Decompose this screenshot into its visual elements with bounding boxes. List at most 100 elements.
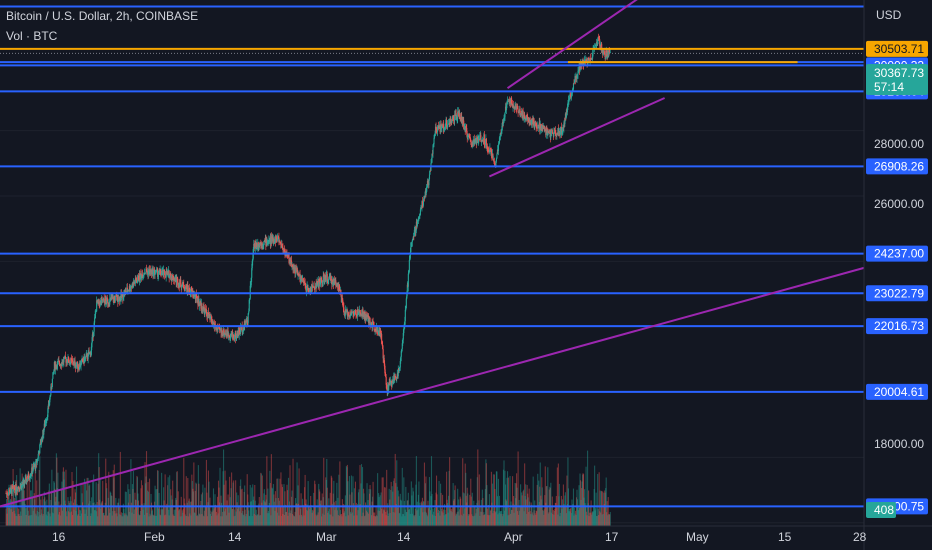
- candle-body: [9, 492, 11, 494]
- volume-bar: [186, 502, 188, 526]
- volume-bar: [603, 492, 605, 526]
- candle-body: [56, 362, 58, 369]
- volume-bar: [169, 475, 171, 526]
- volume-bar: [593, 506, 595, 526]
- volume-bar: [491, 502, 493, 526]
- volume-bar: [94, 510, 96, 526]
- candle-body: [362, 309, 364, 317]
- volume-bar: [450, 510, 452, 526]
- volume-bar: [36, 510, 38, 526]
- candle-body: [277, 236, 279, 238]
- volume-bar: [281, 484, 283, 526]
- horizontal-levels[interactable]: [0, 5, 864, 508]
- candle-body: [221, 329, 223, 336]
- volume-bar: [69, 496, 72, 526]
- volume-bar: [516, 473, 518, 526]
- candle-body: [76, 361, 79, 369]
- candle-body: [212, 320, 214, 325]
- volume-bar: [84, 513, 86, 526]
- volume-bar: [202, 484, 204, 526]
- volume-bar: [246, 474, 248, 526]
- candle-body: [499, 136, 501, 138]
- volume-bar: [166, 507, 168, 526]
- candle-body: [172, 275, 174, 280]
- volume-bar: [125, 513, 127, 526]
- volume-bar: [454, 490, 456, 526]
- candle-body: [283, 249, 286, 252]
- volume-bar: [478, 500, 480, 526]
- volume-bar: [472, 515, 474, 526]
- volume-bar: [414, 508, 416, 526]
- candle-body: [122, 297, 124, 300]
- candle-body: [29, 476, 31, 478]
- candle-body: [498, 137, 501, 144]
- volume-bar: [351, 492, 353, 526]
- volume-bar: [198, 483, 200, 526]
- volume-bar: [184, 514, 186, 526]
- volume-bar: [39, 456, 41, 526]
- volume-bar: [297, 504, 299, 526]
- candle-body: [141, 274, 144, 278]
- volume-bar: [608, 514, 610, 526]
- candle-body: [312, 286, 314, 288]
- volume-bar: [66, 516, 68, 526]
- candle-body: [608, 49, 610, 57]
- volume-bar: [404, 516, 406, 526]
- volume-bar: [432, 508, 434, 526]
- volume-bar: [310, 495, 312, 526]
- volume-bar: [232, 482, 234, 526]
- candle-body: [341, 297, 343, 301]
- candle-body: [606, 50, 608, 53]
- volume-bar: [40, 499, 42, 526]
- level-price-label: 26908.26: [874, 159, 924, 173]
- volume-bar: [309, 509, 311, 526]
- candle-body: [496, 149, 499, 155]
- volume-bar: [567, 457, 569, 526]
- volume-bar: [207, 502, 209, 526]
- volume-bar: [348, 476, 350, 526]
- volume-bar: [211, 507, 214, 526]
- volume-bar: [329, 514, 331, 526]
- current-price-tag[interactable]: 30367.73 57:14: [866, 64, 928, 95]
- volume-bar: [554, 502, 556, 526]
- volume-bar: [72, 481, 74, 526]
- candle-body: [408, 271, 410, 274]
- candle-body: [103, 299, 105, 302]
- volume-bar: [439, 510, 441, 526]
- volume-bar: [11, 500, 13, 526]
- trend-lines[interactable]: [0, 0, 865, 508]
- candle-body: [154, 269, 156, 275]
- volume-bar: [92, 480, 94, 526]
- volume-bar: [449, 457, 451, 526]
- volume-bar: [290, 496, 293, 526]
- volume-bar: [575, 515, 577, 526]
- volume-bar: [552, 510, 554, 526]
- candle-body: [404, 321, 406, 325]
- volume-bar: [198, 513, 200, 526]
- volume-bar: [469, 494, 471, 526]
- volume-bar: [128, 511, 130, 526]
- volume-bar: [325, 477, 327, 526]
- volume-bar: [287, 477, 290, 526]
- volume-bar: [570, 507, 572, 526]
- candle-body: [171, 275, 173, 281]
- volume-bar: [583, 474, 585, 526]
- volume-bar: [196, 514, 198, 526]
- volume-bar: [104, 502, 106, 526]
- candle-body: [304, 281, 306, 284]
- candle-body: [98, 299, 100, 304]
- volume-bar: [248, 510, 250, 526]
- volume-bar: [538, 501, 540, 526]
- volume-bar: [51, 469, 53, 526]
- x-tick-label: 14: [228, 530, 242, 544]
- volume-bar: [118, 505, 120, 526]
- volume-bar: [587, 503, 589, 526]
- volume-bar: [525, 484, 527, 526]
- volume-bar: [586, 515, 588, 526]
- candle-body: [365, 314, 367, 320]
- volume-bar: [216, 515, 218, 526]
- volume-bar: [427, 500, 429, 526]
- candle-body: [381, 334, 383, 344]
- candle-body: [456, 119, 458, 120]
